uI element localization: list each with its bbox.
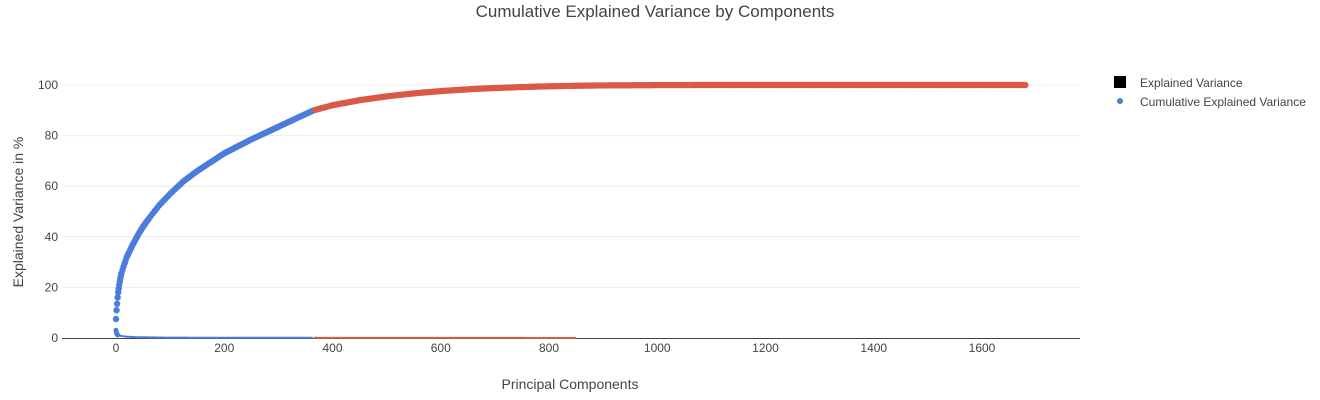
cumulative-variance-point	[112, 315, 120, 323]
x-tick-label: 1000	[644, 341, 671, 355]
legend-item-explained-variance[interactable]: Explained Variance	[1114, 76, 1243, 90]
explained-variance-series-part1	[115, 329, 313, 339]
cumulative-variance-point	[113, 307, 120, 314]
legend-dot-marker	[1117, 98, 1123, 104]
cumulative-variance-point	[1022, 81, 1029, 89]
x-tick-label: 0	[113, 341, 120, 355]
y-tick-label: 40	[45, 230, 59, 244]
y-tick-label: 20	[45, 280, 59, 294]
legend[interactable]: Explained Variance Cumulative Explained …	[1114, 76, 1306, 109]
explained-variance-point	[115, 332, 121, 338]
y-tick-label: 60	[45, 179, 59, 193]
x-tick-label: 1400	[860, 341, 887, 355]
legend-item-cumulative-explained-variance[interactable]: Cumulative Explained Variance	[1117, 95, 1306, 109]
x-tick-label: 600	[431, 341, 451, 355]
y-tick-label: 80	[45, 129, 59, 143]
cumulative-variance-point	[113, 300, 121, 307]
x-tick-label: 400	[322, 341, 342, 355]
legend-label: Explained Variance	[1140, 76, 1243, 90]
y-tick-label: 100	[38, 78, 58, 92]
x-tick-label: 200	[214, 341, 234, 355]
data-marks	[112, 81, 1029, 339]
x-tick-label: 1200	[752, 341, 779, 355]
x-tick-label: 1600	[969, 341, 996, 355]
x-axis-title: Principal Components	[502, 376, 639, 392]
x-tick-label: 800	[539, 341, 559, 355]
y-axis-title: Explained Variance in %	[10, 137, 26, 288]
grid-lines	[62, 84, 1080, 288]
y-tick-label: 0	[51, 331, 58, 345]
legend-label: Cumulative Explained Variance	[1140, 95, 1306, 109]
chart-title: Cumulative Explained Variance by Compone…	[475, 2, 835, 21]
cumulative-variance-point	[114, 294, 121, 301]
legend-square-marker	[1114, 76, 1126, 88]
